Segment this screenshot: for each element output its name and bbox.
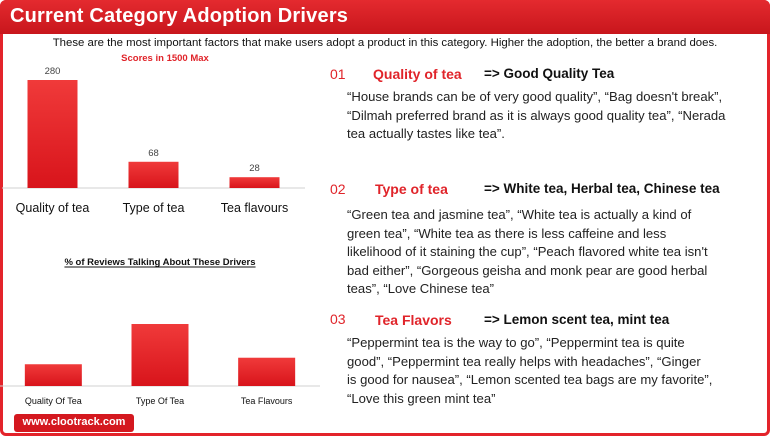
- scores-bar-chart: Scores in 1500 Max 280 Quality of tea 68 Typ…: [2, 53, 305, 215]
- quote-line: teas”, “Love Chinese tea”: [347, 281, 495, 296]
- quote-line: “House brands can be of very good qualit…: [347, 89, 723, 104]
- quote-line: “Green tea and jasmine tea”, “White tea …: [347, 207, 692, 222]
- bar: [128, 161, 179, 188]
- page-title: Current Category Adoption Drivers: [10, 5, 349, 27]
- category-label: Tea flavours: [221, 201, 288, 215]
- chart-title: Scores in 1500 Max: [121, 53, 209, 64]
- website-link[interactable]: www.clootrack.com: [22, 416, 126, 428]
- bar: [229, 177, 280, 188]
- category-label: Tea Flavours: [241, 396, 293, 406]
- category-label: Type of tea: [123, 201, 185, 215]
- website-badge: [14, 414, 134, 432]
- driver-summary: => Lemon scent tea, mint tea: [484, 312, 670, 327]
- driver-name: Quality of tea: [373, 66, 462, 82]
- reviews-bar-chart: % of Reviews Talking About These Drivers…: [0, 257, 320, 406]
- category-label: Quality of tea: [16, 201, 90, 215]
- quote-line: likelihood of it staining the cup”, “Pea…: [347, 244, 708, 259]
- driver-quotes: “Peppermint tea is the way to go”, “Pepp…: [347, 334, 757, 408]
- data-label: 68: [148, 148, 159, 159]
- title-bar: [0, 0, 770, 34]
- page-subtitle: These are the most important factors tha…: [52, 37, 718, 49]
- driver-name: Type of tea: [375, 181, 448, 197]
- driver-summary: => Good Quality Tea: [484, 66, 615, 81]
- bar: [24, 364, 82, 386]
- driver-quotes: “Green tea and jasmine tea”, “White tea …: [347, 206, 757, 299]
- driver-number: 02: [330, 181, 346, 197]
- data-label: 28: [249, 163, 260, 174]
- data-label: 280: [45, 66, 61, 77]
- bar: [27, 80, 78, 188]
- quote-line: good”, “Peppermint tea really helps with…: [347, 353, 701, 369]
- category-label: Quality Of Tea: [25, 396, 82, 406]
- driver-quotes: “House brands can be of very good qualit…: [347, 88, 757, 144]
- quote-line: bad either”, “Gorgeous geisha and monk p…: [347, 262, 708, 278]
- quote-line: “Dilmah preferred brand as it is always …: [347, 107, 726, 123]
- quote-line: is good for nausea”, “Lemon scented tea …: [347, 372, 713, 387]
- driver-number: 01: [330, 66, 346, 82]
- driver-summary: => White tea, Herbal tea, Chinese tea: [484, 181, 720, 196]
- bar: [238, 357, 296, 386]
- driver-name: Tea Flavors: [375, 312, 452, 328]
- category-label: Type Of Tea: [136, 396, 184, 406]
- quote-line: “Peppermint tea is the way to go”, “Pepp…: [347, 335, 685, 350]
- quote-line: green tea”, “White tea as there is less …: [347, 225, 667, 241]
- quote-line: “Love this green mint tea”: [347, 390, 496, 406]
- bar: [131, 324, 189, 386]
- driver-number: 03: [330, 311, 346, 327]
- chart-title: % of Reviews Talking About These Drivers: [64, 257, 255, 268]
- quote-line: tea actually tastes like tea”.: [347, 126, 505, 141]
